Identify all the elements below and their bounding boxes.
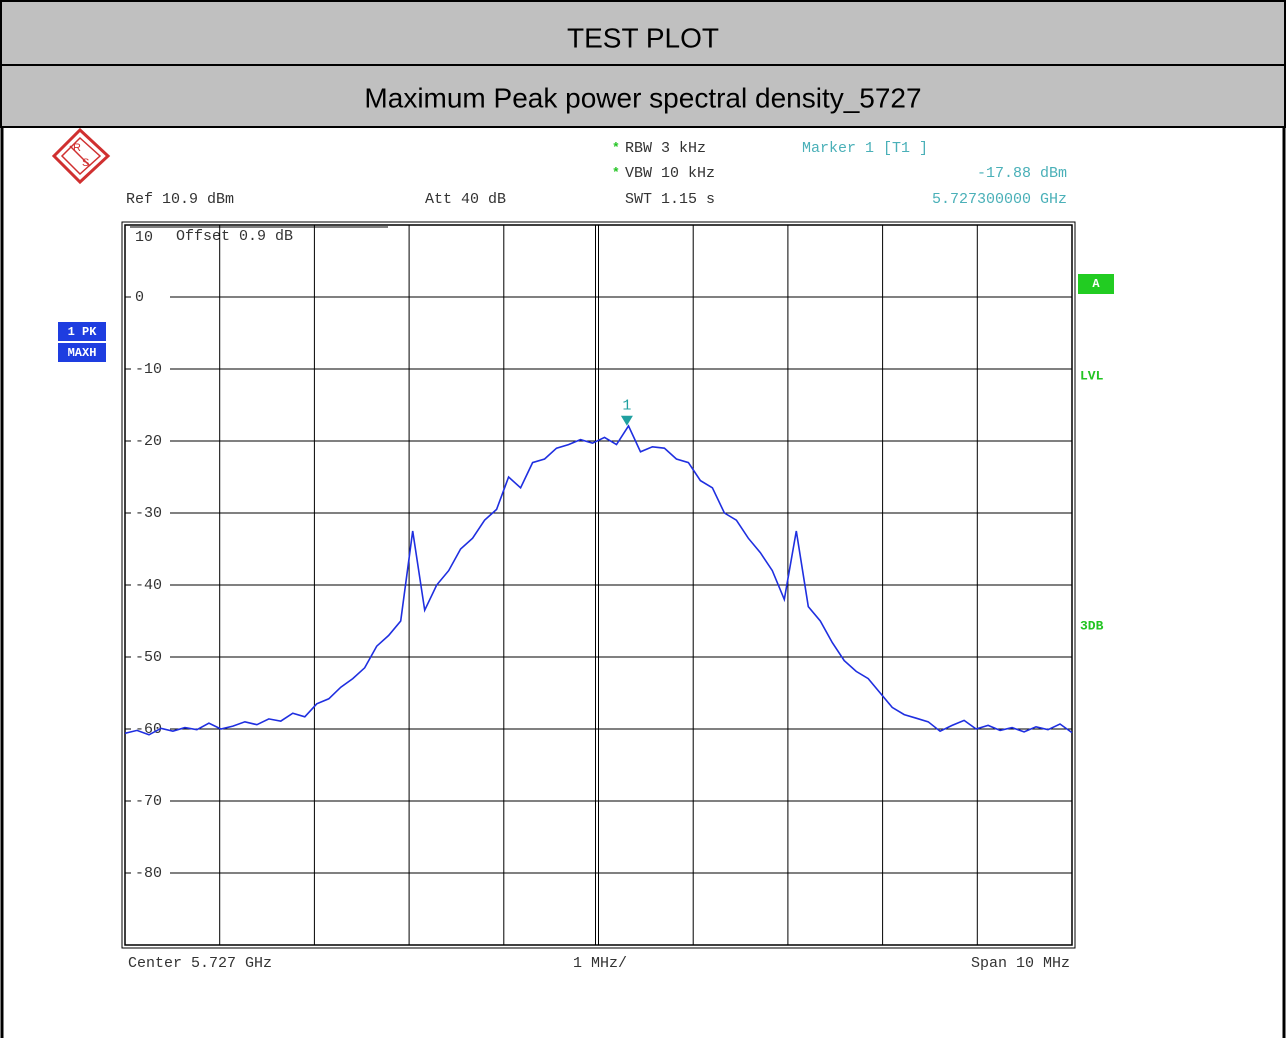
y-tick-label: 0 bbox=[135, 289, 144, 306]
marker-title: Marker 1 [T1 ] bbox=[802, 140, 928, 157]
center: Center 5.727 GHz bbox=[128, 955, 272, 972]
lvl: LVL bbox=[1080, 368, 1104, 383]
trace-badge bbox=[58, 343, 106, 362]
logo-diamond-inner bbox=[60, 136, 102, 176]
y-tick-label: -70 bbox=[135, 793, 162, 810]
trace bbox=[124, 424, 1073, 736]
swt: SWT 1.15 s bbox=[625, 191, 715, 208]
y-tick-label: -60 bbox=[135, 721, 162, 738]
ref: Ref 10.9 dBm bbox=[126, 191, 234, 208]
trace-mode: 1 PK bbox=[68, 325, 98, 339]
logo: R S bbox=[51, 127, 111, 185]
title: TEST PLOT bbox=[567, 22, 719, 53]
flag: * bbox=[612, 140, 620, 155]
logo-letter: S bbox=[82, 157, 89, 169]
span: Span 10 MHz bbox=[971, 955, 1070, 972]
logo-line bbox=[69, 145, 91, 167]
offset: Offset 0.9 dB bbox=[176, 228, 293, 245]
flag: * bbox=[612, 165, 620, 180]
trace-badge bbox=[58, 322, 106, 341]
y-tick-label: -40 bbox=[135, 577, 162, 594]
marker-label: 1 bbox=[622, 398, 631, 415]
vbw: VBW 10 kHz bbox=[625, 165, 715, 182]
logo-diamond bbox=[51, 127, 111, 185]
3db: 3DB bbox=[1080, 618, 1104, 633]
trace-hold: MAXH bbox=[68, 346, 97, 360]
a-label: A bbox=[1092, 277, 1100, 291]
rbw: RBW 3 kHz bbox=[625, 140, 706, 157]
a-badge bbox=[1078, 274, 1114, 294]
y-tick-label: -80 bbox=[135, 865, 162, 882]
marker-freq: 5.727300000 GHz bbox=[932, 191, 1067, 208]
y-tick-label: -30 bbox=[135, 505, 162, 522]
y-tick-label: 10 bbox=[135, 229, 153, 246]
att: Att 40 dB bbox=[425, 191, 506, 208]
subtitle: Maximum Peak power spectral density_5727 bbox=[364, 82, 921, 113]
plot-frame-outer bbox=[121, 221, 1076, 949]
logo-letter: R bbox=[73, 142, 81, 154]
y-tick-label: -10 bbox=[135, 361, 162, 378]
marker-level: -17.88 dBm bbox=[977, 165, 1067, 182]
per-div: 1 MHz/ bbox=[573, 955, 627, 972]
marker bbox=[620, 415, 633, 426]
y-tick-label: -50 bbox=[135, 649, 162, 666]
y-tick-label: -20 bbox=[135, 433, 162, 450]
